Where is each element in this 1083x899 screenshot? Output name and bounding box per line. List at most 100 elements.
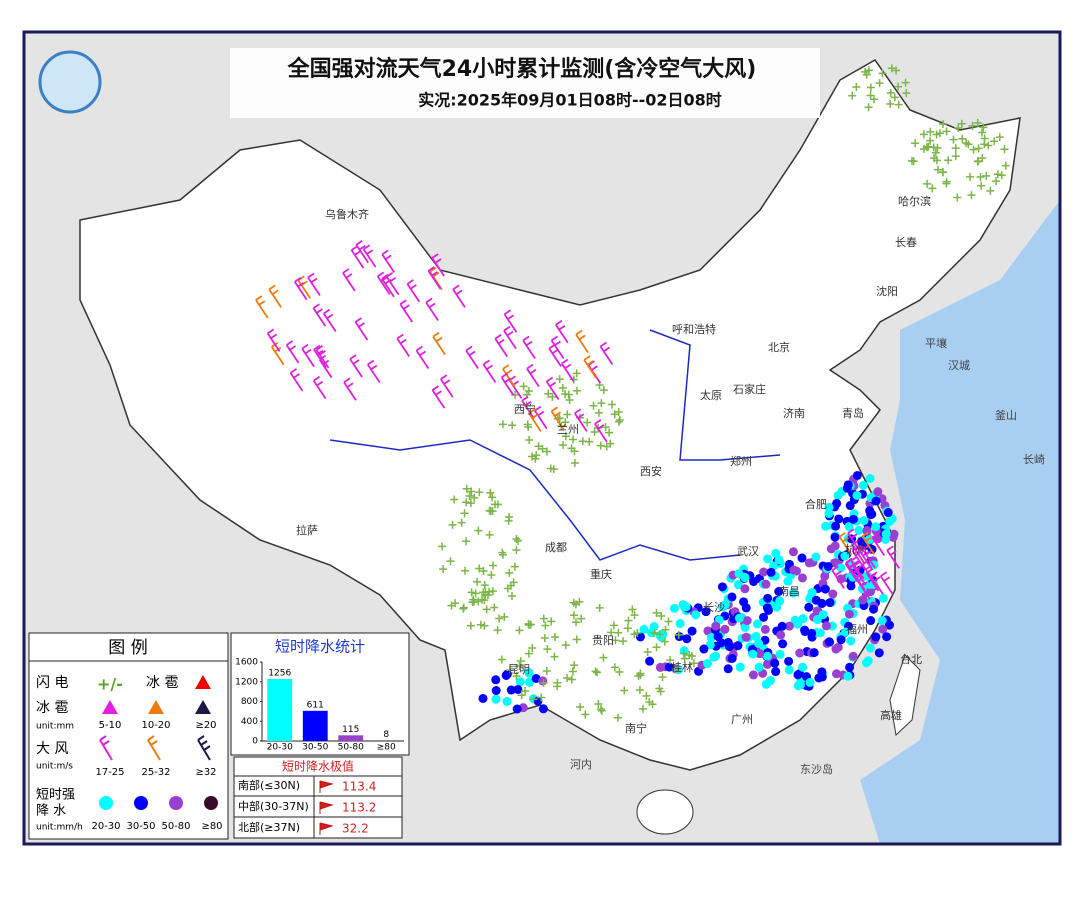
rain-dot [711, 622, 720, 631]
region: 南部(≤30N) [238, 778, 300, 792]
rain-dot [754, 639, 763, 648]
rain-class [204, 796, 218, 810]
rain-dot [749, 577, 758, 586]
rain-dot [736, 663, 745, 672]
place: 兰州 [557, 423, 579, 436]
rain-dot [845, 663, 854, 672]
rain-dot [733, 641, 742, 650]
place: 武汉 [737, 545, 759, 558]
rain-dot [849, 515, 858, 524]
legend-class: 50-80 [161, 821, 190, 832]
place: 太原 [700, 389, 722, 402]
legend-class: 20-30 [91, 821, 120, 832]
y-tick-label: 400 [241, 717, 258, 727]
rain-dot [714, 632, 723, 641]
foreign-place: 河内 [570, 757, 592, 771]
rain-dot [819, 610, 828, 619]
legend-class: 10-20 [141, 720, 170, 731]
rain-dot [890, 530, 899, 539]
rain-dot [682, 634, 691, 643]
rain-dot [656, 663, 665, 672]
legend-class: 25-32 [141, 767, 170, 778]
rain-dot [539, 704, 548, 713]
rain-dot [845, 610, 854, 619]
rain-dot [871, 522, 880, 531]
y-tick-label: 1200 [235, 677, 258, 687]
rain-dot [873, 487, 882, 496]
legend-class: ≥80 [201, 821, 222, 832]
bar [267, 679, 292, 741]
extreme-value: 113.2 [342, 801, 376, 815]
place: 高雄 [880, 708, 902, 722]
rain-dot [879, 594, 888, 603]
foreign-place: 长崎 [1023, 452, 1045, 466]
region: 中部(30-37N) [238, 799, 309, 813]
rain-dot [513, 704, 522, 713]
rain-dot [797, 554, 806, 563]
rain-dot [875, 648, 884, 657]
place: 广州 [731, 713, 753, 726]
x-tick-label: 30-50 [302, 743, 328, 753]
rain-dot [538, 676, 547, 685]
rain-dot [808, 588, 817, 597]
place: 昆明 [508, 663, 530, 676]
place: 石家庄 [733, 382, 766, 396]
rain-dot [728, 654, 737, 663]
legend-unit: unit:mm [36, 722, 74, 732]
rain-dot [831, 522, 840, 531]
place: 杭州 [845, 542, 867, 556]
rain-dot [699, 645, 708, 654]
rain-dot [507, 686, 516, 695]
legend-unit: unit:mm/h [36, 823, 83, 833]
rain-dot [884, 508, 893, 517]
rain-dot [866, 644, 875, 653]
rain-dot [798, 614, 807, 623]
rain-dot [828, 590, 837, 599]
rain-dot [806, 678, 815, 687]
rain-dot [843, 672, 852, 681]
legend-title: 图 例 [108, 638, 147, 658]
rain-dot [767, 568, 776, 577]
rain-dot [824, 562, 833, 571]
rain-dot [688, 627, 697, 636]
place: 拉萨 [296, 523, 318, 537]
bar [338, 735, 363, 741]
extremes-table: 短时降水极值 南部(≤30N) 中部(30-37N) 北部(≥37N) 113.… [234, 757, 402, 838]
rain-dot [763, 554, 772, 563]
rain-dot [724, 638, 733, 647]
lightning-symbol: +/- [97, 675, 123, 694]
rain-dot [703, 659, 712, 668]
rain-dot [778, 639, 787, 648]
legend-class: ≥32 [195, 767, 216, 778]
rain-dot [718, 582, 727, 591]
rain-dot [852, 491, 861, 500]
place: 南宁 [625, 721, 647, 735]
place: 西宁 [514, 402, 536, 416]
rain-dot [491, 675, 500, 684]
rain-dot [502, 697, 511, 706]
rain-class [99, 796, 113, 810]
rain-dot [748, 650, 757, 659]
rain-dot [869, 605, 878, 614]
rain-dot [807, 629, 816, 638]
subtitle: 实况:2025年09月01日08时--02日08时 [418, 91, 722, 110]
legend-label: 闪 电 [36, 675, 68, 691]
rain-dot [810, 648, 819, 657]
legend-label: 大 风 [36, 741, 68, 757]
rain-dot [789, 566, 798, 575]
rain-dot [858, 595, 867, 604]
rain-dot [720, 625, 729, 634]
foreign-place: 汉城 [948, 359, 970, 372]
rain-dot [849, 652, 858, 661]
rain-class [169, 796, 183, 810]
rain-dot [837, 635, 846, 644]
rain-dot [753, 619, 762, 628]
rain-dot [761, 580, 770, 589]
legend-label: 降 水 [36, 804, 66, 819]
place: 南昌 [778, 585, 800, 598]
foreign-place: 釜山 [995, 408, 1017, 422]
place: 桂林 [671, 660, 693, 674]
rain-dot [739, 597, 748, 606]
rain-dot [735, 614, 744, 623]
